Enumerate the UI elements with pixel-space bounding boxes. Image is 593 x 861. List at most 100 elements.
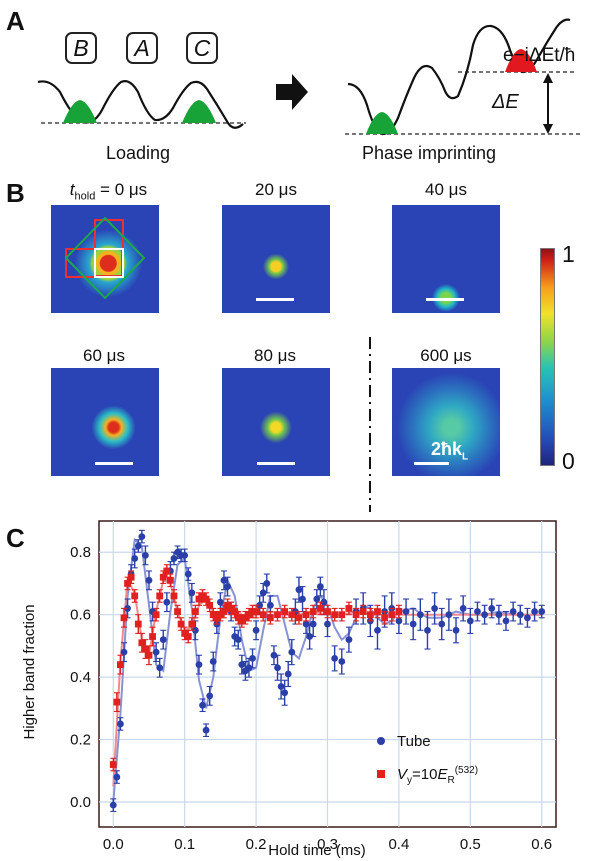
vy-point [245,611,253,619]
vy-point [231,608,239,615]
tube-point [306,633,314,640]
dash-dot-divider [369,337,371,512]
colorbar [540,248,555,466]
time-value-0: 0 μs [114,180,148,199]
atom-raised-wavepacket [505,49,537,72]
colorbar-min-label: 0 [562,448,575,474]
time-label-80: 80 μs [254,346,296,365]
panel-a-diagram [37,18,580,136]
absorption-image-40 [392,205,500,313]
tube-point [466,617,474,625]
tube-point [416,611,424,619]
y-tick-label: 0.8 [70,544,91,561]
tube-point [402,608,410,615]
vy-point [177,620,185,628]
tube-point [281,689,289,697]
vy-point [252,608,260,615]
vy-point [152,611,160,619]
tube-point [184,570,192,578]
tube-point [256,601,264,609]
y-tick-label: 0.4 [70,669,91,686]
vy-point [134,620,142,628]
tube-point [131,555,139,562]
tube-point [152,648,160,656]
y-tick-label: 0.0 [70,794,91,811]
vy-series [109,564,403,772]
tube-point [424,626,431,634]
tube-point [299,595,306,603]
vy-point [259,611,267,619]
vy-point [170,592,178,600]
tube-point [188,589,196,597]
tube-point [249,654,256,662]
tube-point [159,636,167,644]
y-tick-label: 0.2 [70,732,91,749]
tube-point [409,620,417,628]
energy-gap-arrow-down-icon [543,124,553,134]
tube-point [138,533,146,541]
vy-point [191,608,199,615]
scale-label: 2ħkL [431,439,468,463]
atom-left-wavepacket [63,100,97,123]
x-axis-label: Hold time (ms) [268,842,366,859]
site-c-box: C [186,32,218,64]
vy-point [145,651,153,659]
absorption-image-0 [51,205,159,313]
vy-point [202,595,210,603]
tube-point [209,658,217,665]
tube-point [124,605,131,612]
legend-vy-label: Vy=10ER(532) [397,765,478,786]
tube-point [324,620,331,628]
tube-point [202,726,210,734]
vy-point [227,605,235,612]
vy-point [234,614,242,622]
tube-point [134,542,142,550]
atom-right-wavepacket [182,100,216,123]
loading-caption: Loading [106,143,171,163]
tube-point [216,598,224,606]
absorption-image-60 [51,368,159,476]
vy-point [281,608,289,615]
tube-point [117,720,124,728]
vy-point [295,614,303,622]
vy-point [209,611,217,619]
vy-point [156,592,164,600]
vy-point [249,608,256,615]
vy-point [184,633,192,640]
panel-c-label: C [6,523,25,553]
tube-point [474,608,481,615]
vy-point [316,605,324,612]
brillouin-zone-overlay [64,216,146,300]
tube-point [531,608,538,615]
site-a-box: A [126,32,158,64]
scale-label-text: 2ħk [431,439,463,459]
x-tick-label: 0.3 [317,836,338,853]
vy-point [216,611,224,619]
vy-point [120,614,128,622]
scale-bar-600 [414,462,449,465]
energy-gap-arrow-up-icon [543,73,553,83]
vy-point [124,580,131,587]
x-tick-label: 0.1 [174,836,195,853]
tube-point [309,620,317,628]
legend-tube-marker [377,737,385,745]
tube-point [195,661,203,669]
time-equals: = [95,180,115,199]
tube-point [191,626,199,634]
site-c-label: C [193,34,211,61]
phase-imprinting-caption: Phase imprinting [362,143,497,163]
tube-point [181,551,189,559]
tube-point [316,583,324,590]
vy-point [388,611,396,619]
phase-factor-label: e−iΔEt/ħ [503,45,576,66]
vy-point [345,605,353,612]
vy-point [381,614,389,622]
vy-point [109,761,117,768]
x-tick-label: 0.5 [460,836,481,853]
tube-point [295,586,303,594]
vy-point [142,645,149,653]
vy-point [174,608,181,615]
tube-point [288,648,296,656]
